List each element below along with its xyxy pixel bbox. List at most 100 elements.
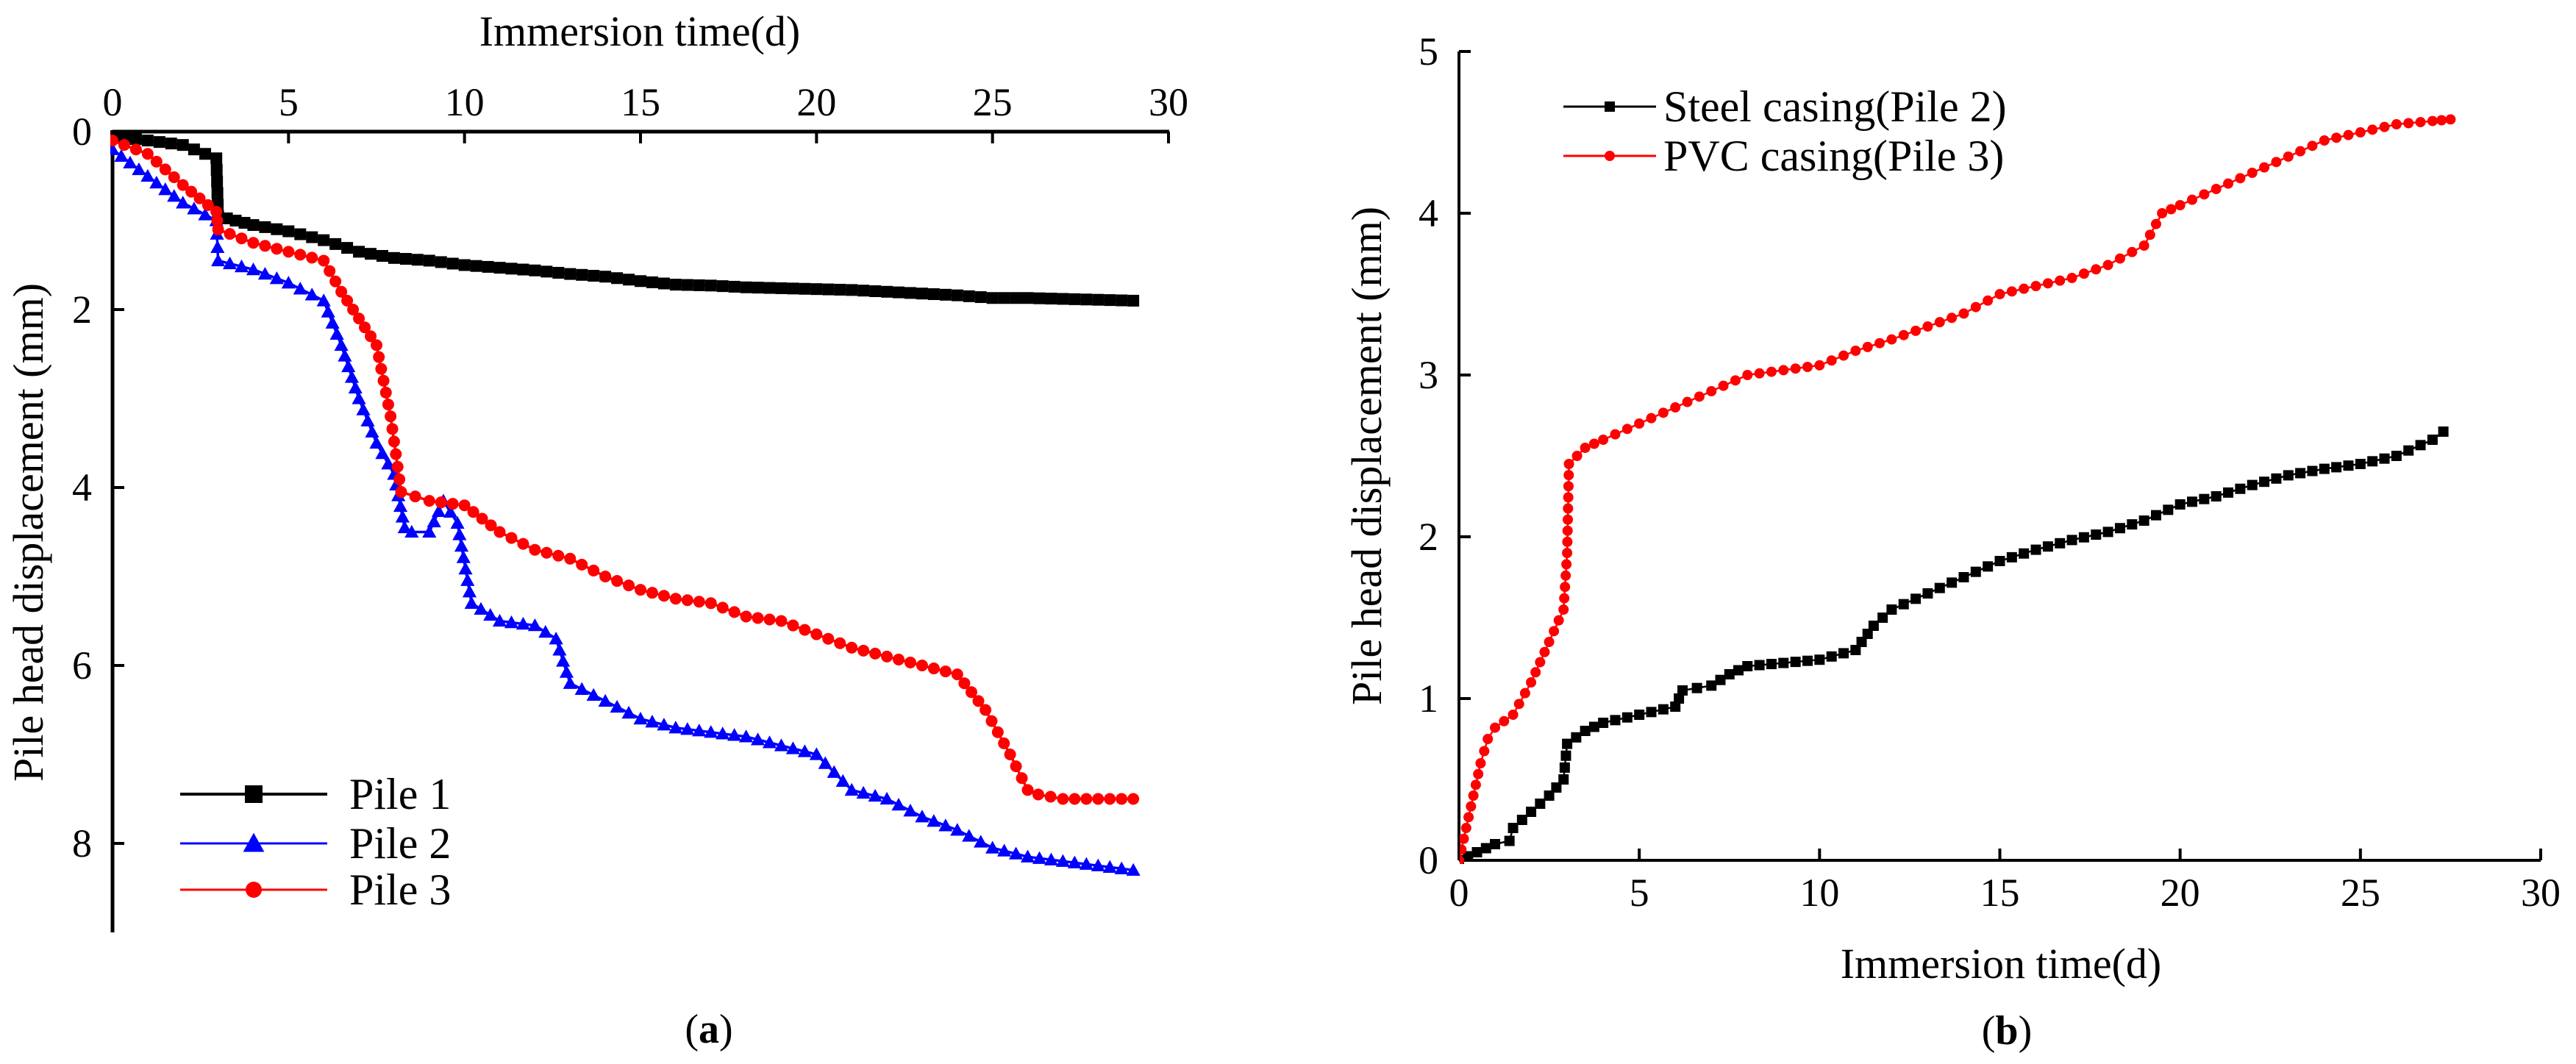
data-point — [2319, 463, 2330, 474]
data-point — [427, 514, 441, 528]
data-point — [1549, 626, 1560, 637]
data-point — [610, 699, 624, 713]
data-point — [799, 624, 811, 636]
data-point — [1691, 682, 1702, 693]
data-point — [411, 254, 424, 266]
data-point — [282, 246, 295, 258]
data-point — [210, 152, 223, 165]
data-point — [1470, 779, 1481, 790]
data-point — [505, 532, 518, 544]
chart-panel-b: 0 5 10 15 20 25 30 0 1 2 3 4 5 Immersion time(d) Pi… — [1343, 29, 2561, 1054]
data-point — [1598, 435, 1609, 445]
data-point — [211, 215, 224, 226]
data-point — [552, 643, 567, 656]
data-point — [1010, 760, 1022, 773]
chart-panel-a: 0 5 10 15 20 25 30 0 2 4 6 8 Immersion time(d) Pil… — [4, 7, 1188, 1052]
data-point — [681, 279, 693, 291]
data-point — [470, 260, 482, 272]
data-point — [193, 192, 206, 204]
data-point — [834, 637, 846, 649]
data-point — [456, 550, 471, 563]
data-point — [1092, 793, 1105, 805]
y-tick-label: 3 — [1419, 353, 1438, 397]
data-point — [2403, 118, 2414, 129]
y-ticks: 0 2 4 6 8 — [72, 110, 124, 865]
data-point — [986, 292, 999, 304]
data-point — [1104, 793, 1116, 805]
data-point — [2006, 551, 2017, 563]
data-point — [1742, 370, 1753, 380]
data-point — [1934, 582, 1945, 593]
data-point — [576, 558, 588, 571]
data-point — [2102, 260, 2113, 271]
data-point — [110, 135, 118, 147]
data-point — [2355, 127, 2366, 138]
data-point — [564, 268, 577, 280]
data-point — [1508, 710, 1519, 720]
data-point — [1838, 648, 1849, 659]
data-point — [176, 179, 189, 191]
data-point — [869, 285, 882, 297]
data-point — [599, 571, 612, 582]
data-point — [375, 446, 390, 460]
data-point — [2166, 204, 2177, 215]
data-point — [2331, 462, 2342, 473]
data-point — [1766, 659, 1777, 670]
data-point — [1790, 363, 1801, 374]
data-point — [998, 292, 1010, 304]
data-point — [505, 263, 518, 275]
data-point — [881, 650, 893, 663]
caption-letter: b — [1995, 1008, 2018, 1054]
data-point — [446, 498, 459, 510]
data-point — [893, 653, 905, 665]
data-point — [1504, 835, 1515, 846]
data-point — [1010, 292, 1022, 304]
data-point — [1826, 651, 1837, 662]
data-point — [1706, 680, 1717, 691]
data-point — [373, 351, 385, 363]
data-point — [493, 526, 506, 538]
series-pile-1 — [110, 130, 1140, 307]
data-point — [2066, 273, 2077, 283]
data-point — [1694, 391, 1705, 402]
data-point — [763, 613, 776, 626]
data-point — [1898, 599, 1909, 610]
series-line — [111, 148, 1134, 872]
data-point — [294, 228, 307, 240]
data-point — [586, 688, 601, 701]
data-point — [460, 573, 475, 586]
data-point — [540, 265, 553, 278]
data-point — [1958, 572, 1969, 582]
data-point — [1983, 561, 1994, 572]
data-point — [810, 628, 823, 640]
data-point — [2006, 286, 2017, 297]
data-point — [1560, 570, 1571, 581]
data-point — [235, 232, 248, 245]
data-point — [1508, 823, 1519, 833]
data-point — [916, 660, 928, 671]
data-point — [1539, 646, 1550, 657]
data-point — [869, 647, 882, 660]
data-point — [669, 593, 682, 605]
data-point — [452, 527, 467, 540]
data-point — [2187, 194, 2198, 205]
data-point — [834, 283, 846, 296]
data-point — [2259, 162, 2270, 173]
data-point — [965, 686, 977, 699]
data-point — [563, 676, 577, 689]
data-point — [1460, 823, 1471, 833]
data-point — [2445, 114, 2456, 125]
data-point — [692, 724, 707, 737]
data-point — [822, 283, 835, 296]
data-point — [321, 304, 335, 318]
data-point — [951, 668, 963, 681]
data-point — [1563, 459, 1574, 469]
data-point — [797, 744, 812, 757]
data-point — [359, 321, 371, 334]
data-point — [1646, 707, 1657, 718]
data-point — [835, 774, 850, 787]
legend-label: Pile 1 — [349, 770, 451, 818]
data-point — [1513, 699, 1524, 710]
data-point — [1102, 860, 1117, 873]
data-point — [1516, 815, 1527, 825]
